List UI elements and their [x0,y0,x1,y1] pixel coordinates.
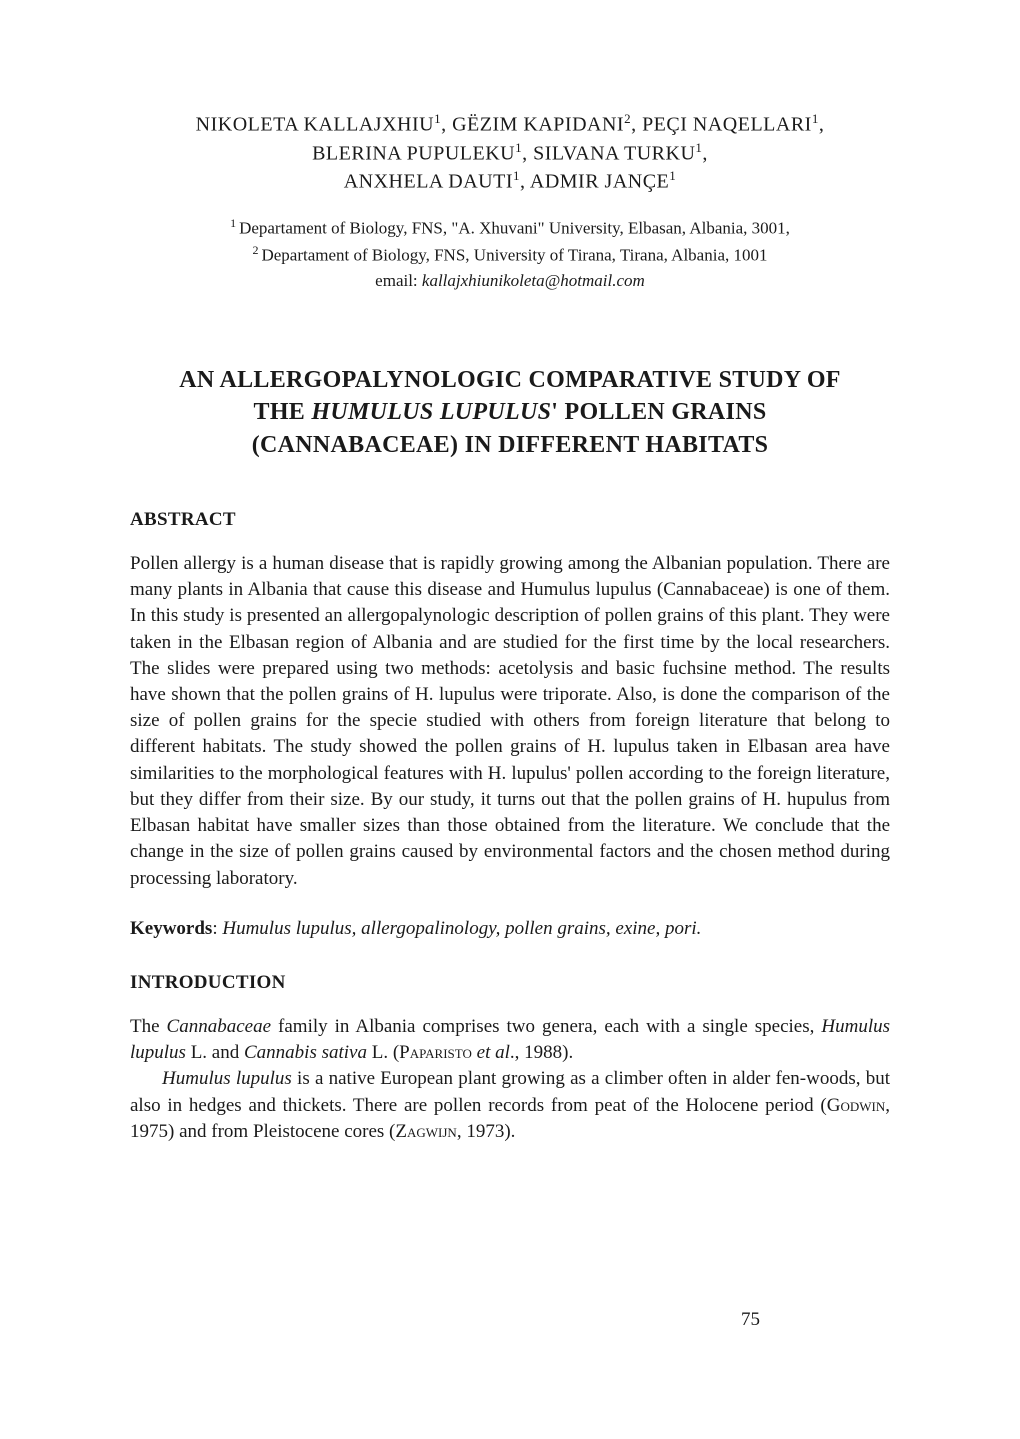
keywords-label: Keywords [130,918,212,939]
author-affil-sup: 1 [669,168,676,183]
intro-paragraph: Humulus lupulus is a native European pla… [130,1066,890,1145]
abstract-body: Pollen allergy is a human disease that i… [130,551,890,892]
author-name: , GËZIM KAPIDANI [441,114,624,136]
species-name: Humulus lupulus [162,1068,292,1089]
author-affil-sup: 1 [513,168,520,183]
abstract-heading: ABSTRACT [130,509,890,531]
species-name: Cannabaceae [167,1016,271,1037]
et-al: et al [477,1042,510,1063]
title-line: (CANNABACEAE) IN DIFFERENT HABITATS [252,432,769,458]
affiliation-text: Departament of Biology, FNS, University … [261,246,767,265]
email-value: kallajxhiunikoleta@hotmail.com [422,271,645,290]
author-name: , PEÇI NAQELLARI [631,114,812,136]
authors-block: NIKOLETA KALLAJXHIU 1 , GËZIM KAPIDANI2, P… [130,110,890,196]
species-name: Cannabis sativa [244,1042,367,1063]
keywords-sep: : [212,918,222,939]
introduction-heading: INTRODUCTION [130,972,890,994]
affiliation-text: Departament of Biology, FNS, "A. Xhuvani… [239,219,790,238]
keywords-line: Keywords: Humulus lupulus, allergopalino… [130,916,890,942]
title-line: AN ALLERGOPALYNOLOGIC COMPARATIVE STUDY … [179,367,841,393]
author-affil-sup: 1 [812,111,819,126]
author-sep: , [702,142,708,164]
author-affil-sup: 2 [624,111,631,126]
page-number: 75 [741,1309,760,1331]
author-name: BLERINA PUPULEKU [312,142,515,164]
title-line: THE [254,399,312,425]
author-name: ANXHELA DAUTI [344,171,513,193]
author-sep: , [819,114,825,136]
affiliation-sup: 1 [230,216,239,230]
author-name: , SILVANA TURKU [522,142,695,164]
title-line: ' POLLEN GRAINS [551,399,766,425]
citation-author: Zagwijn [395,1121,456,1142]
author-name: NIKOLETA KALLAJXHIU [196,114,434,136]
affiliations-block: 1 Departament of Biology, FNS, "A. Xhuva… [130,214,890,294]
title-species: HUMULUS LUPULUS [311,399,551,425]
introduction-body: The Cannabaceae family in Albania compri… [130,1014,890,1145]
citation-author: Godwin [827,1095,886,1116]
citation-author: Paparisto [399,1042,472,1063]
paper-title: AN ALLERGOPALYNOLOGIC COMPARATIVE STUDY … [130,364,890,461]
author-name: , ADMIR JANÇE [520,171,669,193]
email-label: email: [375,271,422,290]
intro-paragraph: The Cannabaceae family in Albania compri… [130,1014,890,1066]
keywords-value: Humulus lupulus, allergopalinology, poll… [222,918,701,939]
